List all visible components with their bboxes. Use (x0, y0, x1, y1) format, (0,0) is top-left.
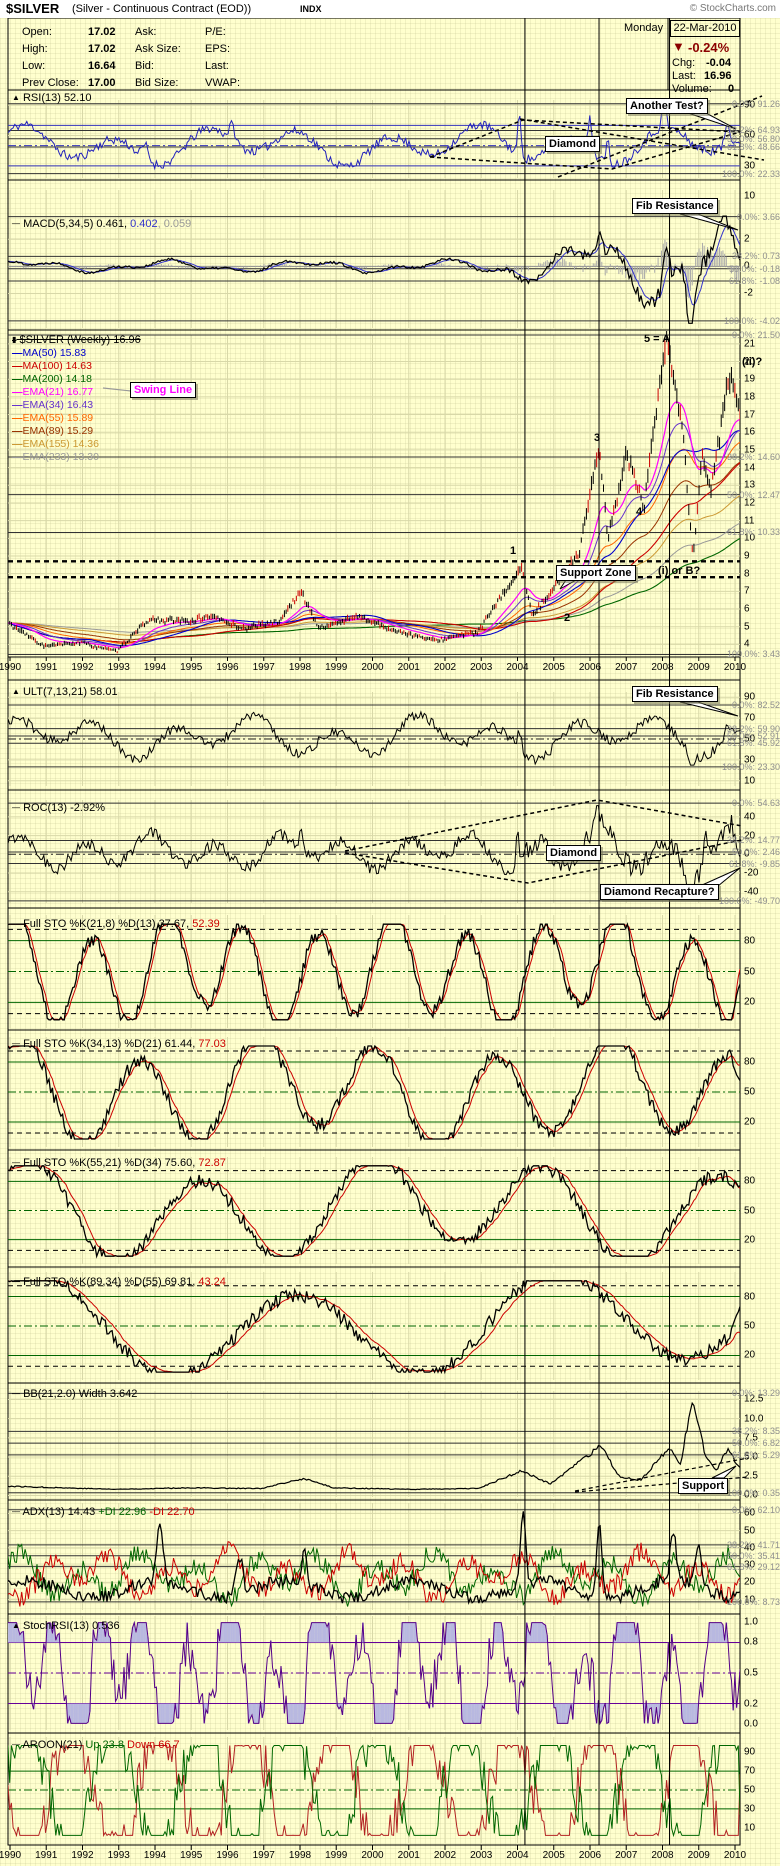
exchange-label: INDX (300, 4, 322, 14)
title-subtitle: (Silver - Continuous Contract (EOD)) (72, 3, 252, 15)
page-title: $SILVER (6, 1, 60, 16)
title-bar: $SILVER (Silver - Continuous Contract (E… (0, 0, 780, 18)
copyright: © StockCharts.com (689, 3, 776, 14)
